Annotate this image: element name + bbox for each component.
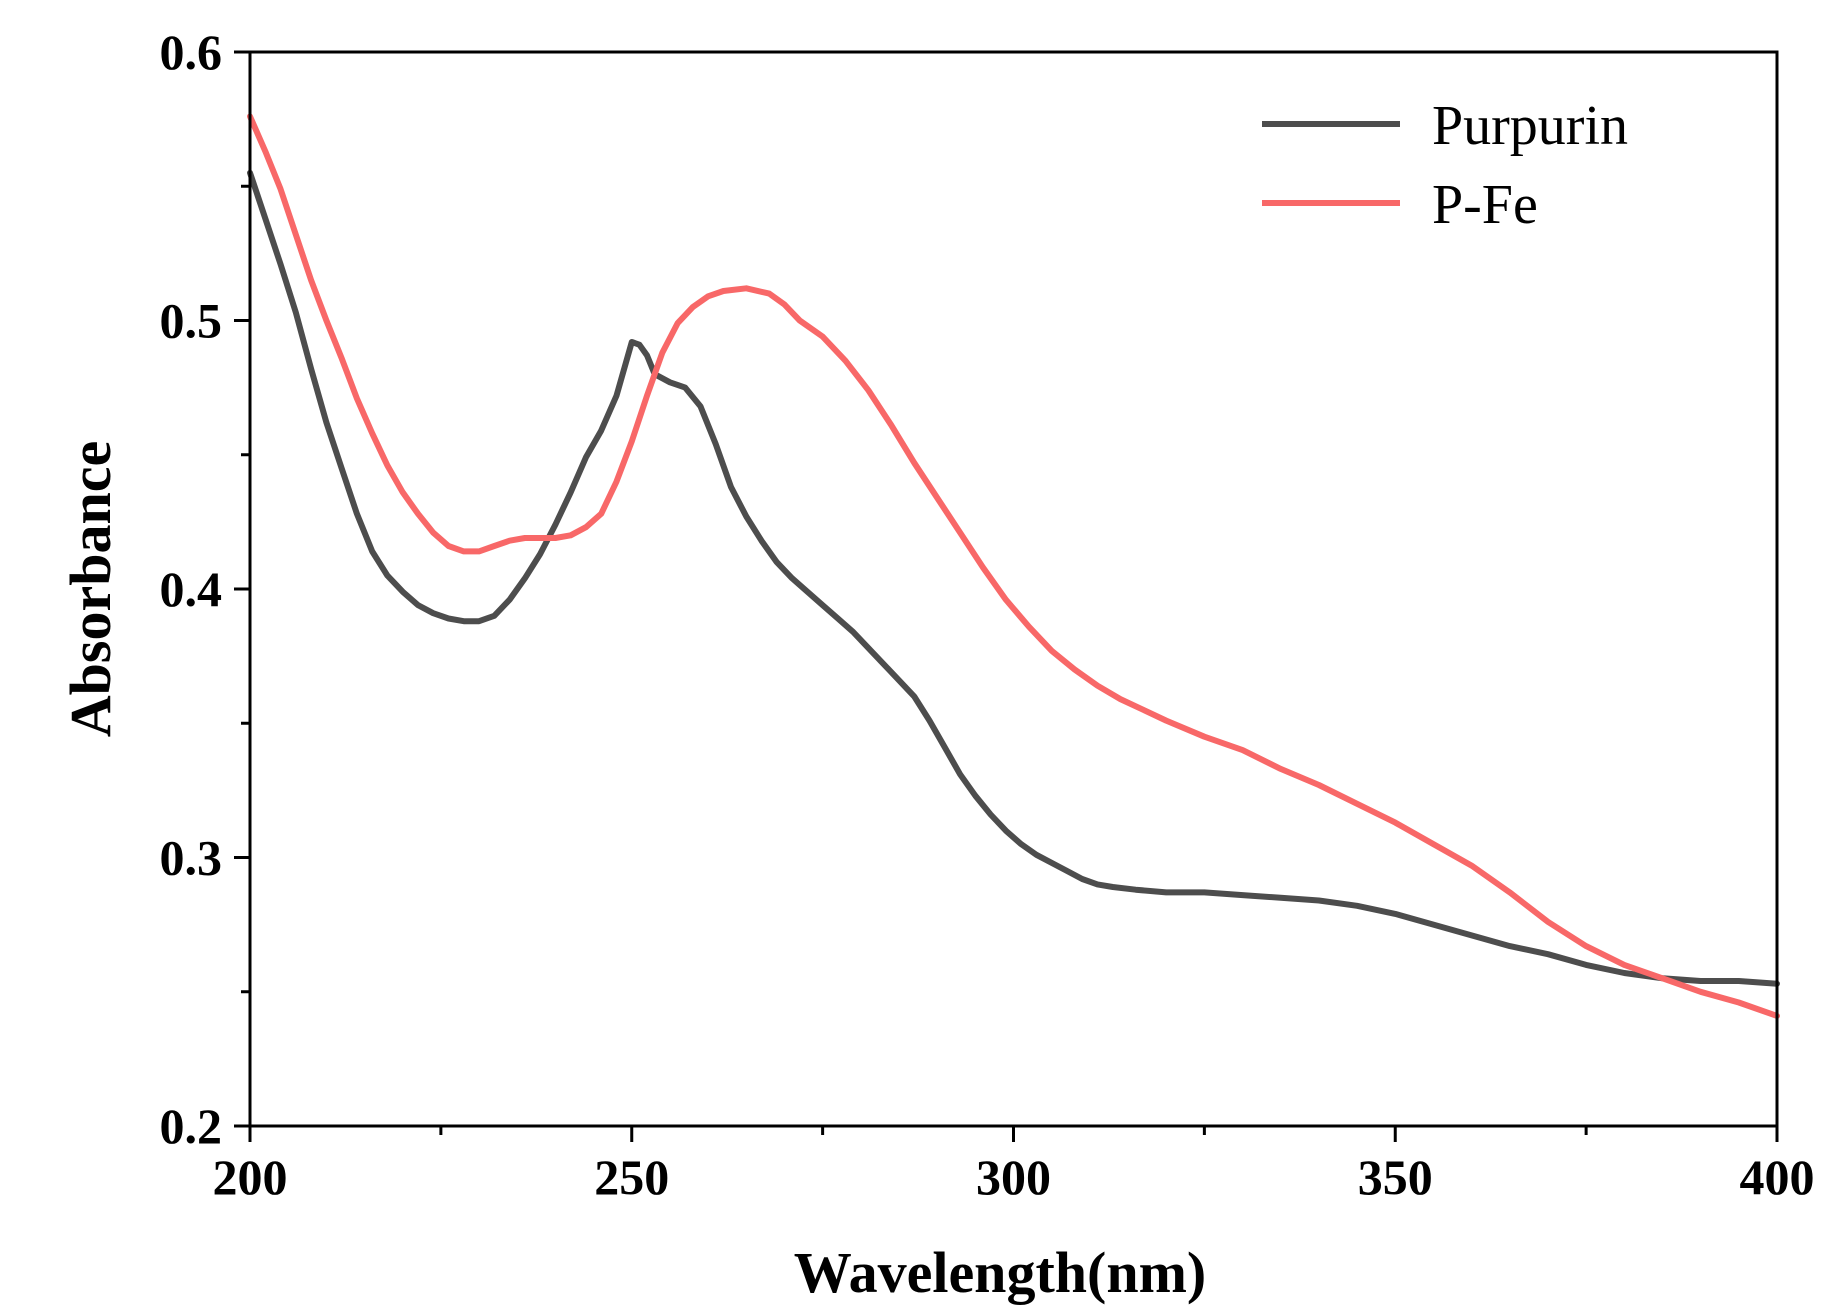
x-tick-label: 250 xyxy=(594,1149,669,1205)
y-tick-label: 0.2 xyxy=(160,1098,223,1154)
legend-label-purpurin: Purpurin xyxy=(1432,95,1628,157)
x-axis-title: Wavelength(nm) xyxy=(794,1240,1206,1305)
legend: Purpurin P-Fe xyxy=(1262,95,1628,236)
y-tick-label: 0.3 xyxy=(160,830,223,886)
plot-frame xyxy=(248,50,1779,1128)
y-axis-title: Absorbance xyxy=(58,441,123,737)
y-tick-label: 0.6 xyxy=(160,24,223,80)
x-tick-label: 350 xyxy=(1358,1149,1433,1205)
legend-label-p-fe: P-Fe xyxy=(1432,174,1538,236)
x-tick-label: 400 xyxy=(1740,1149,1815,1205)
y-tick-label: 0.4 xyxy=(160,561,223,617)
series-line-purpurin xyxy=(247,169,1780,987)
tick-labels: 200 250 300 350 400 0.2 0.3 0.4 0.5 0.6 xyxy=(160,24,1815,1205)
series-lines xyxy=(247,113,1780,1019)
x-tick-label: 300 xyxy=(976,1149,1051,1205)
series-line-p-fe xyxy=(247,113,1780,1019)
y-tick-label: 0.5 xyxy=(160,293,223,349)
x-tick-label: 200 xyxy=(213,1149,288,1205)
